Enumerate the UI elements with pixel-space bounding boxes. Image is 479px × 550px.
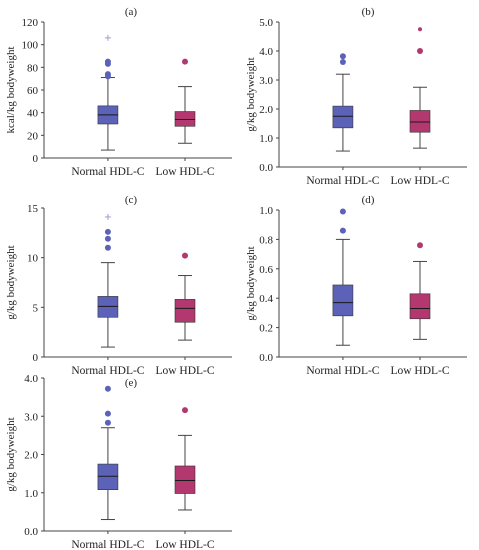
- outlier-point: [104, 410, 111, 417]
- outlier-point: [182, 407, 188, 414]
- y-tick-label: 1.0: [24, 488, 38, 500]
- y-axis-label: kcal/kg bodyweight: [5, 46, 17, 133]
- y-tick-label: 80: [27, 62, 39, 74]
- x-category-label: Normal HDL-C: [71, 365, 144, 377]
- y-tick-label: 0.0: [259, 352, 273, 364]
- panel-title: (a): [125, 6, 138, 18]
- outlier-point: [104, 235, 111, 242]
- panel-title: (d): [362, 194, 375, 206]
- panel-3: (c) 0 5 10 15 g/kg bodyweight Normal HDL-C Low …: [5, 194, 232, 377]
- extreme-outlier: [104, 34, 111, 41]
- outlier-point: [104, 385, 111, 392]
- outlier-point: [104, 228, 111, 235]
- outlier-point: [182, 252, 188, 259]
- x-category-label: Low HDL-C: [155, 365, 214, 377]
- box-normal-hdl: [97, 34, 119, 151]
- y-tick-label: 0.0: [259, 162, 273, 174]
- box-normal-hdl: [332, 208, 354, 346]
- outlier-point: [339, 59, 346, 66]
- box-low-hdl: [409, 242, 431, 340]
- iqr-box: [332, 284, 354, 317]
- y-tick-label: 2.0: [259, 104, 273, 116]
- y-tick-label: 10: [27, 253, 39, 265]
- x-category-label: Normal HDL-C: [306, 365, 379, 377]
- outlier-point: [182, 58, 188, 65]
- y-tick-label: 40: [27, 108, 39, 120]
- y-tick-label: 0.0: [24, 526, 38, 538]
- y-tick-label: 3.0: [24, 411, 38, 423]
- y-tick-label: 2.0: [24, 450, 38, 462]
- outlier-point: [339, 208, 346, 215]
- y-tick-label: 15: [27, 203, 39, 215]
- y-tick-label: 4.0: [259, 46, 273, 58]
- box-normal-hdl: [97, 213, 119, 348]
- y-tick-label: 60: [27, 85, 39, 97]
- x-category-label: Normal HDL-C: [306, 175, 379, 187]
- iqr-box: [409, 110, 431, 133]
- y-tick-label: 5.0: [259, 17, 273, 29]
- y-tick-label: 0.2: [259, 323, 273, 335]
- panel-5: (e) 0.0 1.0 2.0 3.0 4.0 g/kg bodyweight Normal …: [5, 373, 232, 550]
- y-axis-label: g/kg bodyweight: [245, 57, 257, 131]
- iqr-box: [332, 105, 354, 129]
- y-axis-label: g/kg bodyweight: [5, 245, 17, 319]
- panel-title: (e): [125, 377, 138, 389]
- y-tick-label: 100: [22, 40, 39, 52]
- outlier-point: [418, 27, 422, 32]
- outlier-point: [104, 244, 111, 251]
- panel-4: (d) 0.0 0.2 0.4 0.6 0.8 1.0 g/kg bodyweight Norm…: [245, 194, 467, 377]
- y-tick-label: 1.0: [259, 205, 273, 217]
- box-normal-hdl: [332, 53, 354, 152]
- outlier-point: [417, 242, 423, 249]
- outlier-point: [417, 48, 423, 54]
- x-category-label: Low HDL-C: [390, 365, 449, 377]
- panel-2: (b) 0.0 1.0 2.0 3.0 4.0 5.0 g/kg bodyweight Norm…: [245, 6, 467, 187]
- y-tick-label: 1.0: [259, 133, 273, 145]
- panel-title: (b): [362, 6, 375, 18]
- iqr-box: [174, 299, 196, 323]
- y-tick-label: 0: [33, 153, 39, 165]
- y-tick-label: 0.4: [259, 293, 273, 305]
- box-normal-hdl: [97, 385, 119, 521]
- y-tick-label: 0.6: [259, 264, 273, 276]
- box-low-hdl: [174, 407, 196, 511]
- outlier-point: [104, 419, 111, 426]
- box-low-hdl: [409, 27, 431, 149]
- panel-title: (c): [125, 194, 138, 206]
- box-low-hdl: [174, 58, 196, 144]
- y-tick-label: 4.0: [24, 373, 38, 385]
- box-low-hdl: [174, 252, 196, 341]
- x-category-label: Normal HDL-C: [71, 166, 144, 178]
- y-axis-label: g/kg bodyweight: [5, 417, 17, 491]
- outlier-point: [104, 58, 111, 65]
- outlier-point: [104, 71, 111, 78]
- iqr-box: [409, 293, 431, 320]
- y-tick-label: 5: [33, 302, 39, 314]
- x-category-label: Low HDL-C: [390, 175, 449, 187]
- y-tick-label: 20: [27, 130, 39, 142]
- x-category-label: Normal HDL-C: [71, 539, 144, 550]
- y-tick-label: 0.8: [259, 234, 273, 246]
- panel-1: (a) 0 20 40 60 80 100 120 kcal/kg bodyweight Norm…: [5, 6, 232, 178]
- outlier-point: [339, 53, 346, 60]
- y-tick-label: 3.0: [259, 75, 273, 87]
- iqr-box: [174, 465, 196, 494]
- y-axis-label: g/kg bodyweight: [245, 246, 257, 320]
- y-tick-label: 120: [22, 17, 39, 29]
- x-category-label: Low HDL-C: [155, 539, 214, 550]
- outlier-point: [339, 227, 346, 234]
- x-category-label: Low HDL-C: [155, 166, 214, 178]
- extreme-outlier: [104, 213, 111, 220]
- y-tick-label: 0: [33, 352, 39, 364]
- iqr-box: [97, 463, 119, 490]
- iqr-box: [174, 111, 196, 127]
